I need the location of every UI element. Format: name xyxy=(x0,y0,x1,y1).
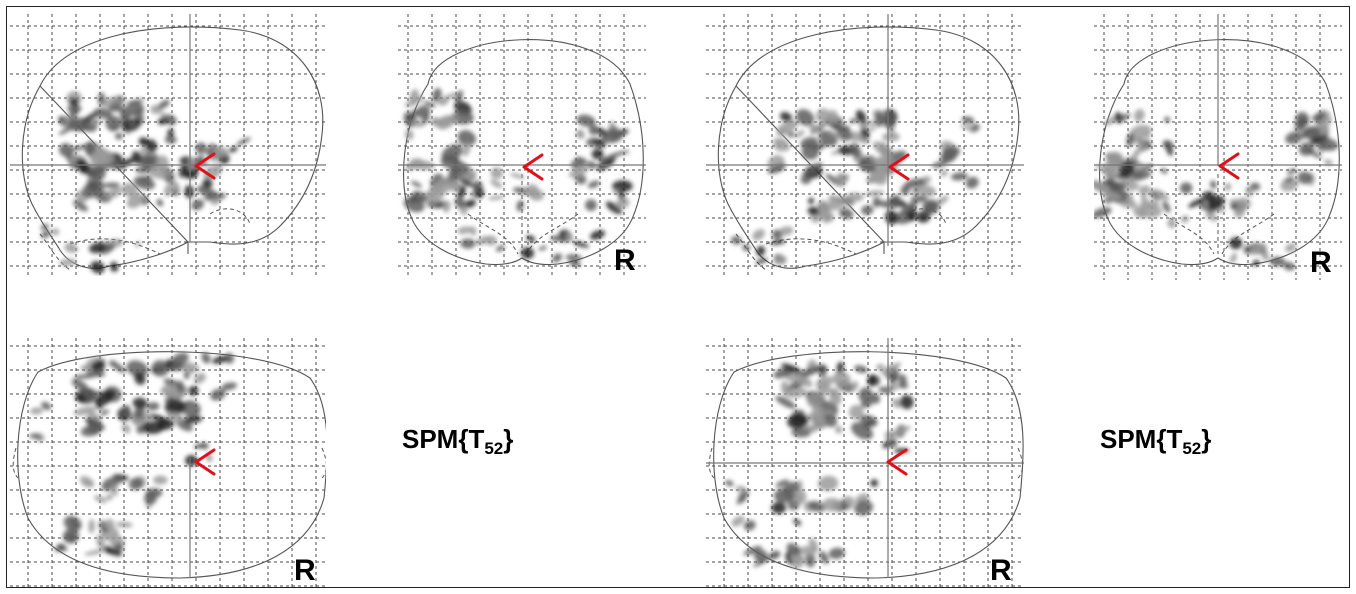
cursor-marker-icon xyxy=(1218,152,1240,180)
right-side-label-axial-left: R xyxy=(294,554,316,587)
axial-view-right xyxy=(706,338,1024,588)
crosshair xyxy=(10,14,326,242)
crosshair xyxy=(706,338,1024,578)
grid-lines xyxy=(398,14,646,276)
activation-clusters xyxy=(1094,109,1339,271)
brain-outline xyxy=(21,26,324,269)
right-side-label-axial-right: R xyxy=(990,554,1012,587)
coronal-view-right xyxy=(1094,14,1342,280)
activation-clusters xyxy=(730,108,980,265)
figure-border xyxy=(6,6,1350,588)
brain-projection xyxy=(10,338,326,588)
brain-outline xyxy=(17,351,326,579)
right-side-label-coronal-right: R xyxy=(1310,246,1332,279)
brain-projection xyxy=(1094,14,1342,280)
cursor-marker-icon xyxy=(886,448,908,476)
cursor-marker-icon xyxy=(194,448,216,476)
sagittal-view-left xyxy=(10,14,326,276)
activation-clusters xyxy=(724,359,914,569)
grid-lines xyxy=(10,14,326,276)
activation-clusters xyxy=(29,352,238,557)
right-side-label-coronal-left: R xyxy=(614,244,636,277)
crosshair xyxy=(706,14,1024,246)
brain-outline xyxy=(717,26,1020,269)
brain-projection xyxy=(398,14,646,276)
crosshair xyxy=(1094,14,1342,166)
coronal-view-left xyxy=(398,14,646,276)
stat-label-right: SPM{T52} xyxy=(1100,424,1212,458)
cursor-marker-icon xyxy=(888,153,910,181)
cursor-marker-icon xyxy=(194,152,216,180)
brain-projection xyxy=(706,14,1024,276)
activation-clusters xyxy=(40,91,251,274)
grid-lines xyxy=(706,338,1024,588)
stat-label-left: SPM{T52} xyxy=(402,424,514,458)
brain-outline xyxy=(713,351,1024,579)
axial-view-left xyxy=(10,338,326,588)
sagittal-view-right xyxy=(706,14,1024,276)
brain-outline xyxy=(403,39,644,266)
cursor-marker-icon xyxy=(522,153,544,181)
brain-projection xyxy=(706,338,1024,588)
brain-projection xyxy=(10,14,326,276)
activation-clusters xyxy=(403,88,633,266)
